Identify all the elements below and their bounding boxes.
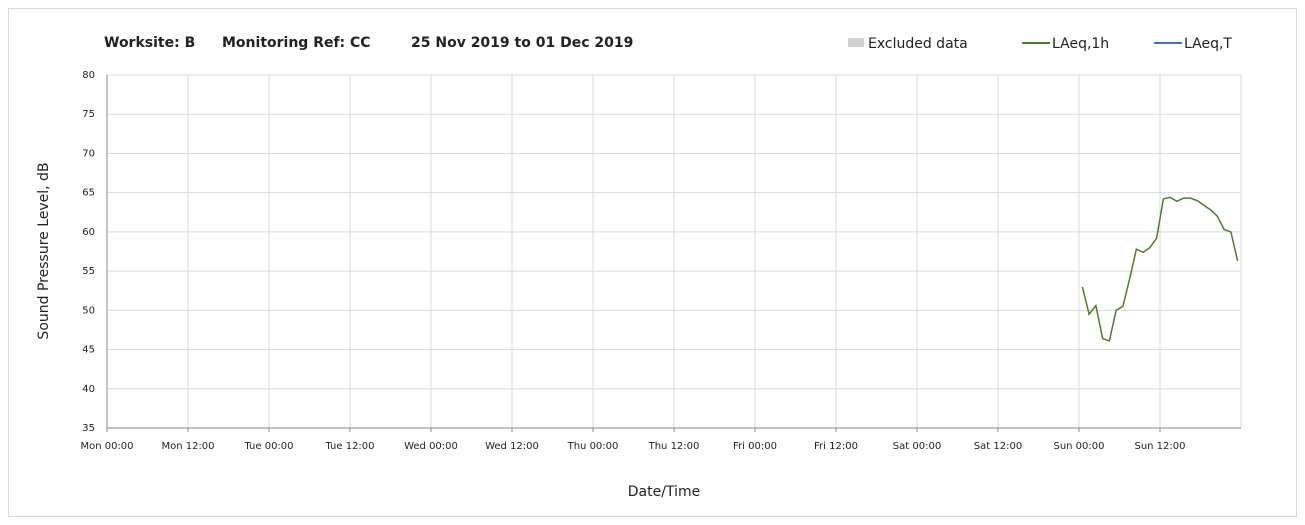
y-tick-label: 45 <box>82 345 95 356</box>
x-tick-label: Mon 00:00 <box>80 441 133 452</box>
x-tick-label: Fri 12:00 <box>814 441 858 452</box>
y-axis-title: Sound Pressure Level, dB <box>36 162 52 339</box>
y-tick-label: 70 <box>82 148 95 159</box>
y-tick-label: 80 <box>82 70 95 81</box>
x-tick-label: Fri 00:00 <box>733 441 777 452</box>
x-tick-label: Wed 12:00 <box>485 441 539 452</box>
y-tick-label: 50 <box>82 305 95 316</box>
y-tick-label: 40 <box>82 384 95 395</box>
x-axis-title: Date/Time <box>628 484 700 500</box>
legend-label: LAeq,1h <box>1052 36 1109 52</box>
title-dates: 25 Nov 2019 to 01 Dec 2019 <box>411 35 633 51</box>
title-ref: Monitoring Ref: CC <box>222 35 371 51</box>
x-tick-label: Sun 12:00 <box>1134 441 1185 452</box>
y-tick-label: 75 <box>82 109 95 120</box>
x-tick-label: Thu 12:00 <box>648 441 700 452</box>
x-tick-label: Tue 12:00 <box>324 441 374 452</box>
title-site: Worksite: B <box>104 35 195 51</box>
x-tick-label: Sat 00:00 <box>893 441 941 452</box>
x-tick-label: Wed 00:00 <box>404 441 458 452</box>
y-tick-label: 55 <box>82 266 95 277</box>
y-tick-label: 35 <box>82 423 95 434</box>
x-tick-label: Sat 12:00 <box>974 441 1022 452</box>
legend-label: Excluded data <box>868 36 968 52</box>
series-line <box>1081 196 1239 342</box>
y-tick-label: 60 <box>82 227 95 238</box>
y-tick-label: 65 <box>82 188 95 199</box>
chart-frame <box>8 8 1297 517</box>
legend-label: LAeq,T <box>1184 36 1232 52</box>
x-tick-label: Tue 00:00 <box>243 441 293 452</box>
x-tick-label: Mon 12:00 <box>161 441 214 452</box>
x-tick-label: Thu 00:00 <box>567 441 619 452</box>
legend-swatch <box>848 38 864 47</box>
x-tick-label: Sun 00:00 <box>1053 441 1104 452</box>
